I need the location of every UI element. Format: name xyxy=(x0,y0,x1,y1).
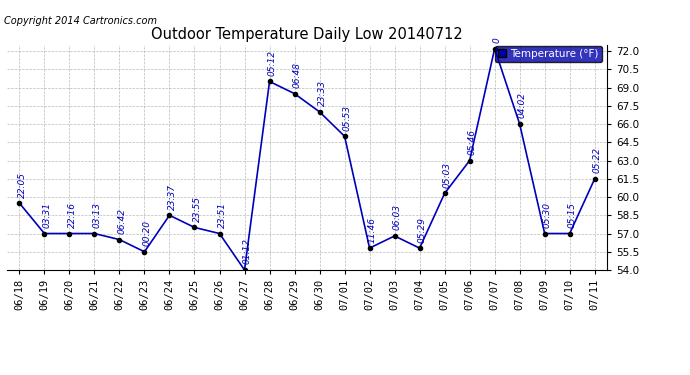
Text: 22:05: 22:05 xyxy=(18,171,27,198)
Text: 05:22: 05:22 xyxy=(593,147,602,173)
Title: Outdoor Temperature Daily Low 20140712: Outdoor Temperature Daily Low 20140712 xyxy=(151,27,463,42)
Text: 01:12: 01:12 xyxy=(243,238,252,264)
Text: 0: 0 xyxy=(493,38,502,43)
Text: 05:12: 05:12 xyxy=(268,50,277,76)
Text: 05:29: 05:29 xyxy=(418,216,427,243)
Text: 04:02: 04:02 xyxy=(518,93,527,118)
Legend: Temperature (°F): Temperature (°F) xyxy=(495,46,602,62)
Text: 05:30: 05:30 xyxy=(543,202,552,228)
Text: 06:03: 06:03 xyxy=(393,204,402,230)
Text: 06:48: 06:48 xyxy=(293,62,302,88)
Text: 03:31: 03:31 xyxy=(43,202,52,228)
Text: 23:51: 23:51 xyxy=(218,202,227,228)
Text: 22:16: 22:16 xyxy=(68,202,77,228)
Text: 05:46: 05:46 xyxy=(468,129,477,155)
Text: Copyright 2014 Cartronics.com: Copyright 2014 Cartronics.com xyxy=(4,16,157,26)
Text: 23:33: 23:33 xyxy=(318,80,327,106)
Text: 03:13: 03:13 xyxy=(92,202,101,228)
Text: 00:20: 00:20 xyxy=(143,220,152,246)
Text: 23:55: 23:55 xyxy=(193,196,201,222)
Text: 05:53: 05:53 xyxy=(343,105,352,130)
Text: 05:15: 05:15 xyxy=(568,202,577,228)
Text: 23:37: 23:37 xyxy=(168,184,177,210)
Text: 11:46: 11:46 xyxy=(368,216,377,243)
Text: 06:42: 06:42 xyxy=(118,208,127,234)
Text: 05:03: 05:03 xyxy=(443,162,452,188)
